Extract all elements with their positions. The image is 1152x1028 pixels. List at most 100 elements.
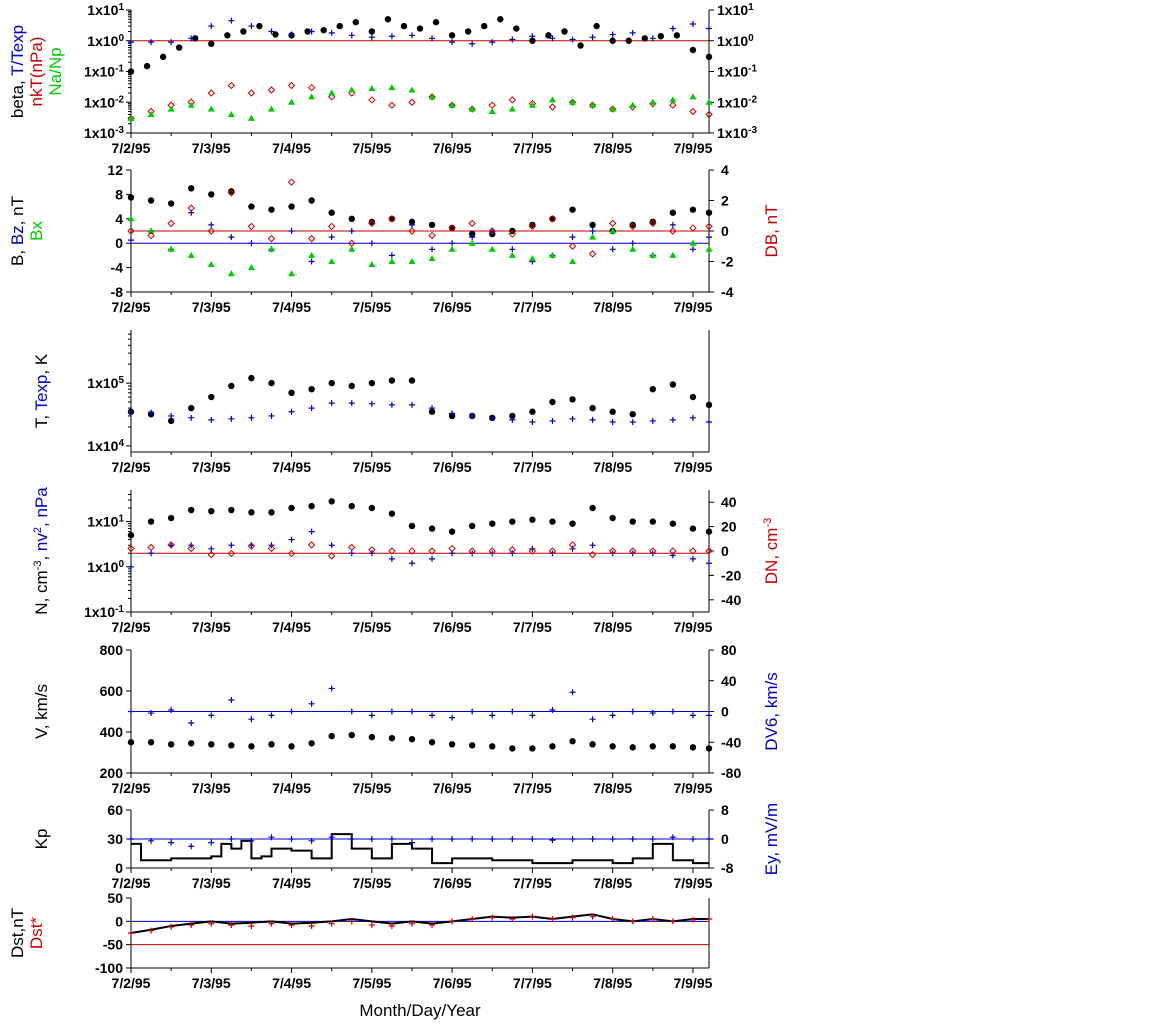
data-point	[589, 34, 596, 41]
data-point	[469, 550, 476, 557]
series-dst	[130, 913, 709, 934]
data-point	[649, 98, 657, 105]
data-point	[497, 16, 504, 23]
series-db	[127, 178, 713, 258]
data-point	[328, 498, 335, 505]
data-point	[388, 547, 396, 555]
series-ey	[128, 834, 712, 850]
data-point	[529, 545, 536, 552]
data-point	[589, 716, 596, 723]
data-point	[228, 382, 235, 390]
y-tick-label: -8	[111, 284, 124, 300]
x-tick-label: 7/6/95	[433, 459, 472, 475]
data-point	[429, 922, 436, 929]
right-y-axis-label: DB, nT	[762, 205, 781, 258]
data-point	[669, 221, 676, 228]
data-point	[308, 93, 316, 100]
data-point	[706, 419, 712, 426]
data-point	[588, 250, 597, 258]
y-tick-label: 400	[100, 724, 124, 740]
data-point	[308, 923, 315, 929]
data-point	[608, 219, 617, 228]
data-point	[468, 105, 476, 112]
right-y-tick-label: 2	[721, 193, 729, 209]
data-point	[549, 215, 556, 222]
data-point	[148, 710, 155, 717]
data-point	[247, 114, 255, 121]
data-point	[328, 258, 336, 264]
y-tick-label: 50	[107, 890, 123, 906]
data-point	[147, 110, 155, 117]
data-point	[288, 31, 295, 38]
data-point	[488, 101, 496, 109]
data-point	[128, 930, 134, 936]
data-point	[509, 745, 516, 752]
data-point	[429, 555, 436, 562]
data-point	[388, 215, 396, 223]
data-point	[705, 110, 713, 119]
series-bz	[128, 209, 712, 265]
data-point	[228, 542, 235, 549]
data-point	[569, 206, 576, 213]
data-point	[388, 101, 396, 109]
panel-beta-ratios: 7/2/95 7/3/95 7/4/95 7/5/95 7/6/95 7/7/95 7/8/…	[8, 2, 757, 157]
data-point	[207, 89, 215, 97]
data-point	[256, 22, 263, 30]
data-point	[128, 408, 134, 415]
data-point	[308, 258, 315, 265]
x-tick-label: 7/3/95	[192, 619, 231, 635]
data-point	[449, 410, 456, 417]
x-tick-label: 7/7/95	[513, 975, 552, 991]
data-point	[428, 93, 436, 100]
data-point	[192, 35, 199, 42]
data-point	[288, 408, 295, 415]
data-point	[228, 415, 235, 422]
data-point	[629, 222, 637, 231]
right-y-tick-label: -20	[721, 567, 741, 583]
y-tick-label: 600	[100, 683, 124, 699]
x-tick-label: 7/8/95	[593, 975, 632, 991]
data-point	[408, 98, 416, 106]
data-point	[348, 550, 355, 557]
x-tick-label: 7/8/95	[593, 875, 632, 891]
data-point	[328, 920, 335, 927]
series-dst-	[128, 913, 712, 936]
data-point	[228, 742, 235, 749]
data-point	[228, 836, 235, 842]
data-point	[706, 712, 712, 719]
right-y-tick-label: 80	[721, 642, 737, 658]
data-point	[268, 920, 275, 927]
data-point	[669, 918, 676, 925]
y-tick-label: 1x105	[87, 375, 124, 392]
data-point	[208, 191, 215, 198]
data-point	[348, 400, 355, 407]
data-point	[288, 228, 295, 234]
data-point	[689, 107, 697, 116]
panel-temperature: 7/2/95 7/3/95 7/4/95 7/5/95 7/6/95 7/7/95 7/8/…	[32, 330, 713, 475]
x-tick-label: 7/5/95	[352, 299, 391, 315]
x-tick-label: 7/7/95	[513, 140, 552, 156]
data-point	[468, 105, 476, 113]
data-point	[307, 234, 316, 243]
y-axis-label: Na/Np	[46, 47, 65, 95]
data-point	[608, 547, 617, 555]
data-point	[388, 923, 395, 929]
data-point	[336, 22, 343, 30]
y-tick-label: 800	[100, 642, 124, 658]
data-point	[509, 416, 516, 423]
data-point	[327, 93, 336, 101]
data-point	[208, 23, 215, 30]
data-point	[287, 81, 296, 90]
data-point	[669, 834, 676, 841]
data-point	[649, 218, 657, 226]
data-point	[388, 708, 395, 715]
series-t-texp	[128, 17, 712, 47]
data-point	[689, 246, 696, 253]
data-point	[509, 708, 516, 715]
series-t	[127, 374, 713, 425]
x-tick-label: 7/6/95	[433, 780, 472, 796]
data-point	[227, 270, 235, 277]
data-point	[469, 40, 476, 47]
data-point	[348, 245, 356, 252]
right-y-axis-label: DV6, km/s	[762, 672, 781, 750]
